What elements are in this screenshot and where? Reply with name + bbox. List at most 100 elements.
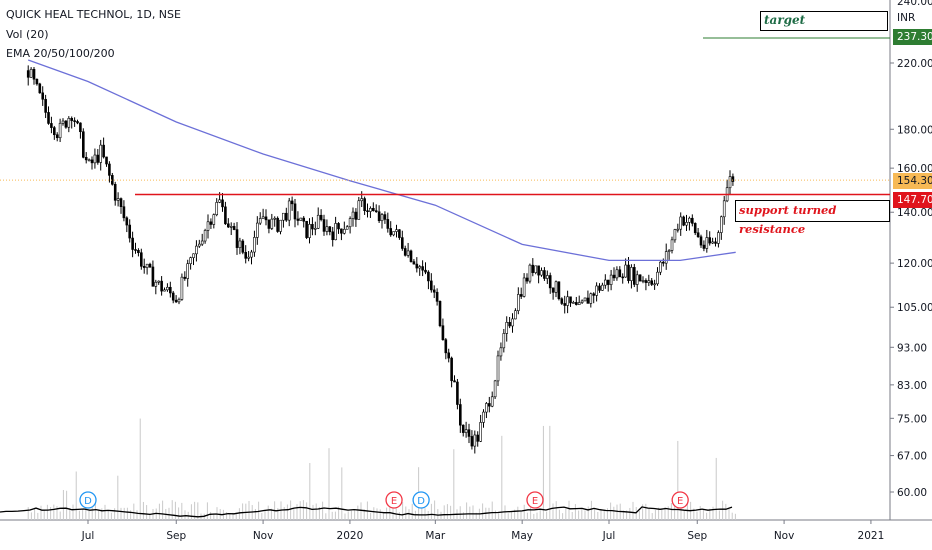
target-annotation[interactable]: target <box>760 11 888 31</box>
candle <box>113 183 117 201</box>
candle <box>490 396 494 407</box>
candle <box>508 322 511 327</box>
candle <box>311 224 314 230</box>
symbol-legend[interactable]: QUICK HEAL TECHNOL, 1D, NSE <box>6 8 181 21</box>
candle <box>409 250 413 262</box>
candle <box>583 297 587 302</box>
candle <box>148 263 152 268</box>
candle <box>459 404 462 426</box>
time-tick-label: Jul <box>602 530 616 542</box>
candle <box>314 227 317 230</box>
candle <box>142 266 146 268</box>
candle <box>699 236 703 246</box>
candle <box>543 270 546 279</box>
candle <box>322 219 326 232</box>
candle <box>209 221 213 225</box>
volume-legend[interactable]: Vol (20) <box>6 28 49 41</box>
candle <box>96 154 100 163</box>
candle <box>476 434 480 442</box>
candle <box>647 280 651 283</box>
candle <box>496 355 500 382</box>
candle <box>319 214 323 220</box>
candle <box>308 224 311 238</box>
candle <box>618 269 622 278</box>
candle <box>287 200 291 221</box>
candle <box>517 294 520 312</box>
candle <box>258 218 262 224</box>
candle <box>470 436 474 447</box>
candle <box>331 231 335 241</box>
candle <box>53 127 56 136</box>
candle <box>537 265 540 276</box>
candle <box>627 264 630 281</box>
candle <box>427 271 430 282</box>
candle <box>685 222 688 226</box>
candle <box>154 281 158 287</box>
resistance-price-tag: 147.70 <box>893 192 932 208</box>
candle <box>232 226 236 230</box>
candle <box>377 211 381 222</box>
candle <box>696 232 700 238</box>
candle <box>50 123 53 128</box>
candle <box>47 112 50 124</box>
candle <box>557 281 561 300</box>
candle <box>360 198 364 202</box>
candle <box>285 212 288 221</box>
candle <box>714 241 717 244</box>
candle <box>221 199 224 208</box>
candle <box>354 211 358 220</box>
candle <box>589 293 593 304</box>
candle <box>227 223 230 228</box>
candle <box>548 275 552 289</box>
candle <box>99 144 103 163</box>
candle <box>67 118 71 128</box>
candle <box>90 159 94 164</box>
candle <box>644 280 648 283</box>
candle <box>438 301 442 327</box>
candle <box>693 223 697 234</box>
price-tick-label: 120.00 <box>897 258 932 270</box>
candle <box>386 219 390 229</box>
candle <box>374 210 378 213</box>
candle <box>444 339 448 354</box>
candle <box>218 199 221 203</box>
candle <box>70 118 74 121</box>
event-marker-label: E <box>532 496 538 507</box>
event-marker <box>526 491 544 509</box>
candle <box>369 208 372 212</box>
candle <box>424 269 427 273</box>
candle <box>604 279 607 286</box>
target-price-tag: 237.30 <box>893 29 932 45</box>
candle <box>198 243 201 247</box>
candle <box>662 261 665 264</box>
candle <box>435 291 439 302</box>
candle <box>519 294 523 297</box>
candle <box>563 303 567 306</box>
candle <box>711 241 714 244</box>
candle <box>656 271 659 285</box>
candle <box>635 274 639 285</box>
price-tick-label: 67.00 <box>897 451 927 463</box>
candle <box>731 176 735 182</box>
candle <box>511 318 514 327</box>
event-marker <box>412 491 430 509</box>
candle <box>203 230 207 242</box>
candle <box>705 237 709 249</box>
candle <box>441 325 445 340</box>
ema-legend[interactable]: EMA 20/50/100/200 <box>6 47 115 60</box>
candle <box>171 292 175 301</box>
candle <box>525 277 529 282</box>
candle <box>473 434 477 447</box>
support-resistance-annotation[interactable]: support turned resistance <box>735 200 890 236</box>
candle <box>87 159 91 162</box>
candle <box>137 250 140 254</box>
event-marker-label: D <box>417 496 425 507</box>
candle <box>528 264 532 282</box>
candle <box>447 352 451 359</box>
candle <box>145 263 149 268</box>
candle <box>421 266 424 271</box>
candle <box>580 300 584 303</box>
candle <box>551 287 555 293</box>
price-tick-label: 75.00 <box>897 413 927 425</box>
